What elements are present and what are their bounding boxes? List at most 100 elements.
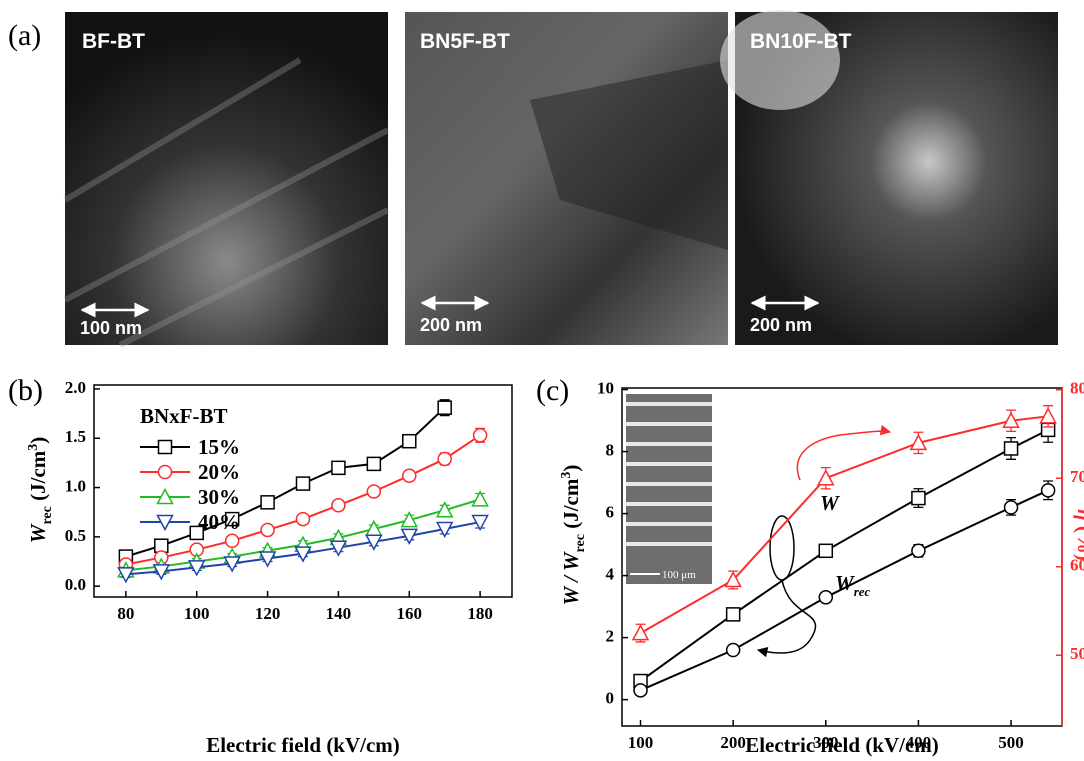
marker [117,567,135,584]
marker [224,533,240,549]
arrows [756,425,892,658]
y-title-part: (J/cm [559,478,583,534]
x-tick-label: 100 [628,733,654,752]
legend-title: BNxF-BT [140,404,228,428]
marker [189,525,204,541]
y-title-sub: rec [40,506,55,524]
marker [435,521,454,539]
x-tick-label: 160 [397,604,423,623]
marker [725,642,741,658]
marker [724,570,742,588]
inset: 100 μm [626,394,712,584]
marker [156,514,174,532]
x-tick-label: 300 [813,733,839,752]
y-title-sup: 3 [26,444,41,451]
x-tick-label: 200 [720,733,746,752]
marker [366,484,382,499]
marker [1003,500,1019,515]
marker [1040,483,1056,498]
y-tick-label: 6 [606,502,615,521]
y-tick-label: 2.0 [65,378,86,397]
y2-tick-label: 80 [1070,379,1084,398]
marker [260,495,275,510]
series-line [640,415,1049,634]
image-label: BN10F-BT [750,30,852,53]
marker [154,538,169,553]
marker [366,456,382,472]
marker [437,451,452,467]
marker [295,511,311,527]
y-tick-label: 2 [606,627,615,646]
marker [400,510,419,528]
annotation: W [820,491,840,515]
y-title-sub: rec [573,534,588,552]
marker [725,607,741,622]
plot-frame [93,384,513,598]
series-line [125,406,446,558]
marker [911,543,926,559]
marker [631,624,650,641]
marker [329,540,348,557]
marker [633,683,648,698]
marker [152,564,171,581]
y-axis-title: Wrec (J/cm3) [26,437,55,543]
annotation-sub: rec [854,584,871,599]
y-axis-title: W / Wrec (J/cm3) [559,465,588,606]
marker [1002,411,1020,428]
y-tick-label: 8 [606,440,615,459]
y-title-sup: 3 [559,472,574,479]
scale-label: 200 nm [750,315,812,335]
panel-label: (b) [8,374,43,407]
scale-label: 100 nm [80,318,142,338]
x-axis-title: Electric field (kV/cm) [745,733,939,757]
marker [224,511,240,527]
y-title-part: ) [559,465,583,472]
marker [471,514,489,532]
legend-label: 20% [198,460,240,484]
scale-label: 200 nm [420,315,482,335]
marker [223,556,241,573]
marker [402,468,417,483]
image-label: BN5F-BT [420,30,510,53]
panel-label: (c) [536,374,569,407]
x-tick-label: 140 [326,604,352,623]
y-tick-label: 1.5 [65,427,86,446]
image-label: BF-BT [82,30,145,53]
y2-tick-label: 50 [1070,644,1084,663]
x-tick-label: 80 [117,604,134,623]
micrograph: BN10F-BT 200 nm [720,10,1058,345]
x-tick-label: 120 [255,604,281,623]
marker [258,551,277,568]
marker [435,501,454,518]
micrograph: BN5F-BT 200 nm [405,12,728,345]
y-title-part: W / W [559,551,583,605]
marker [365,534,383,551]
annotation: Wrec [835,571,871,599]
x-axis-title: Electric field (kV/cm) [206,733,400,757]
legend-label: 15% [198,435,240,459]
x-tick-label: 400 [906,733,932,752]
legend-label: 30% [198,485,240,509]
marker [331,460,346,476]
y-title-part: W [26,523,50,543]
y2-tick-label: 70 [1070,467,1084,486]
marker [1039,407,1057,424]
y-tick-label: 0.0 [65,575,86,594]
marker [471,490,489,507]
y2-title-part: η [1073,509,1084,521]
marker [472,428,488,443]
y-tick-label: 0.5 [65,526,86,545]
y-tick-label: 10 [597,378,614,397]
marker [818,543,834,559]
marker [817,469,835,486]
y-title-part: ) [26,437,50,444]
x-tick-label: 180 [467,604,493,623]
y2-title-part: (%) [1073,521,1084,561]
y2-tick-label: 60 [1070,556,1084,575]
marker [402,433,417,449]
marker [156,487,174,505]
inset-scale: 100 μm [662,569,696,581]
marker [331,498,346,513]
y-tick-label: 1.0 [65,476,86,495]
